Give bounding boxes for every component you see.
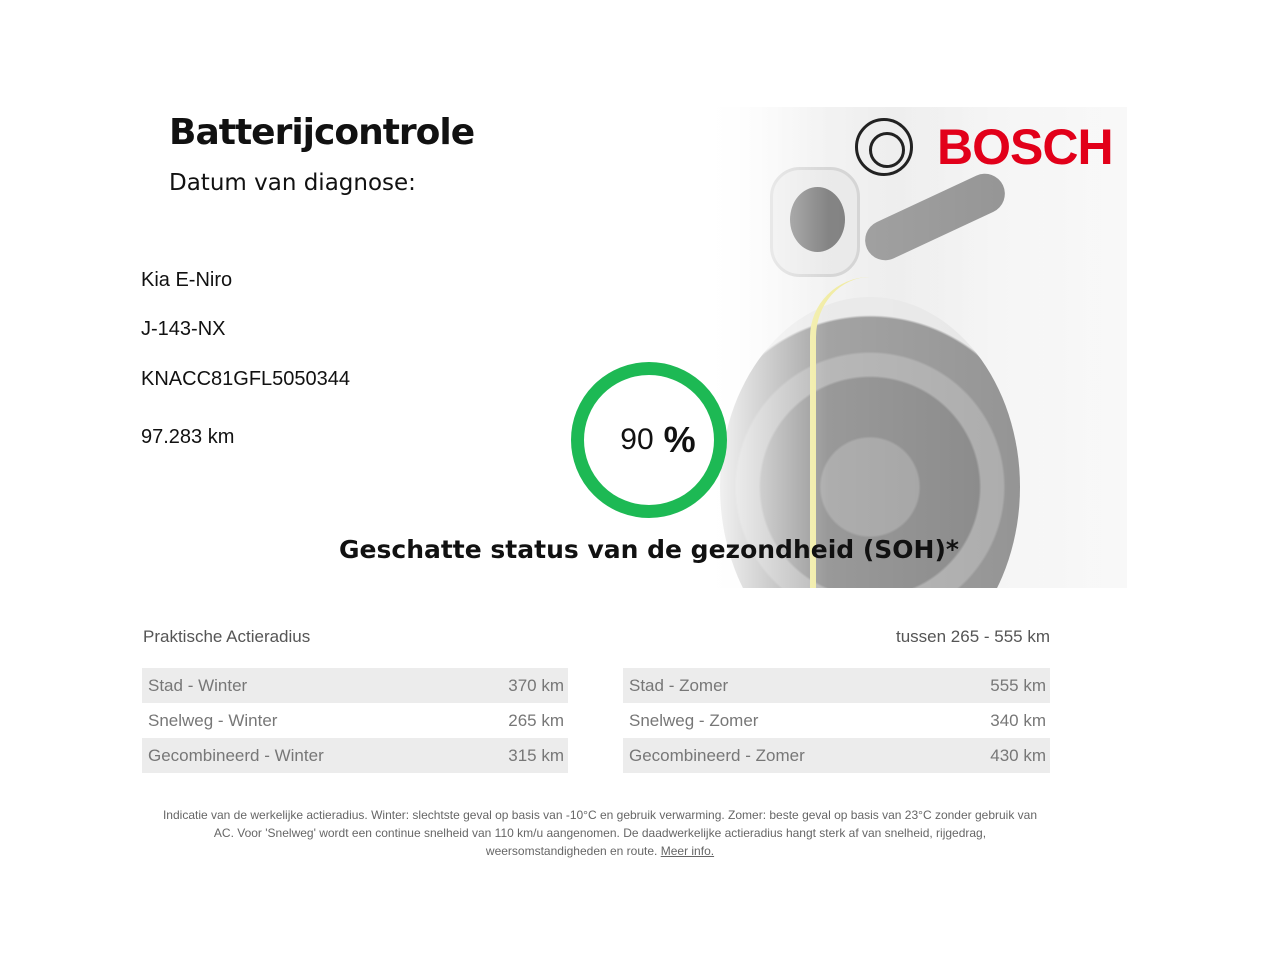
soh-label: Geschatte status van de gezondheid (SOH)… (339, 535, 959, 564)
table-row: Stad - Winter 370 km (142, 668, 568, 703)
page-title: Batterijcontrole (169, 112, 475, 153)
winter-range-table: Stad - Winter 370 km Snelweg - Winter 265 … (142, 668, 568, 773)
summer-range-table: Stad - Zomer 555 km Snelweg - Zomer 340 km… (623, 668, 1050, 773)
bosch-emblem-icon (855, 118, 913, 176)
photo-fade (700, 107, 1127, 588)
row-label: Snelweg - Zomer (629, 710, 759, 730)
row-value: 430 km (990, 745, 1046, 765)
table-row: Gecombineerd - Zomer 430 km (623, 738, 1050, 773)
row-label: Snelweg - Winter (148, 710, 278, 730)
footnote-text: Indicatie van de werkelijke actieradius.… (162, 808, 1038, 858)
row-label: Gecombineerd - Winter (148, 745, 324, 765)
bosch-logo: BOSCH (937, 119, 1114, 175)
ev-charging-photo (700, 107, 1127, 588)
row-label: Stad - Zomer (629, 675, 729, 695)
mileage: 97.283 km (141, 426, 235, 448)
soh-value: 90% (571, 362, 727, 518)
soh-number: 90 (620, 423, 654, 456)
range-summary: tussen 265 - 555 km (895, 627, 1050, 646)
table-row: Stad - Zomer 555 km (623, 668, 1050, 703)
row-value: 370 km (508, 675, 564, 695)
more-info-link[interactable]: Meer info. (660, 844, 715, 858)
diagnosis-date-label: Datum van diagnose: (169, 170, 416, 196)
vin: KNACC81GFL5050344 (141, 368, 351, 390)
table-row: Gecombineerd - Winter 315 km (142, 738, 568, 773)
footnote: Indicatie van de werkelijke actieradius.… (160, 806, 1040, 860)
table-row: Snelweg - Winter 265 km (142, 703, 568, 738)
row-value: 340 km (990, 710, 1046, 730)
row-value: 315 km (508, 745, 564, 765)
table-row: Snelweg - Zomer 340 km (623, 703, 1050, 738)
row-label: Gecombineerd - Zomer (629, 745, 805, 765)
soh-unit: % (663, 419, 696, 460)
vehicle-model: Kia E-Niro (141, 269, 233, 291)
row-value: 555 km (990, 675, 1046, 695)
range-title: Praktische Actieradius (143, 627, 311, 646)
license-plate: J-143-NX (141, 318, 226, 340)
row-value: 265 km (508, 710, 564, 730)
row-label: Stad - Winter (148, 675, 248, 695)
